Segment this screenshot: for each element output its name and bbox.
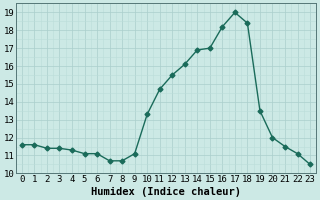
X-axis label: Humidex (Indice chaleur): Humidex (Indice chaleur) bbox=[91, 186, 241, 197]
